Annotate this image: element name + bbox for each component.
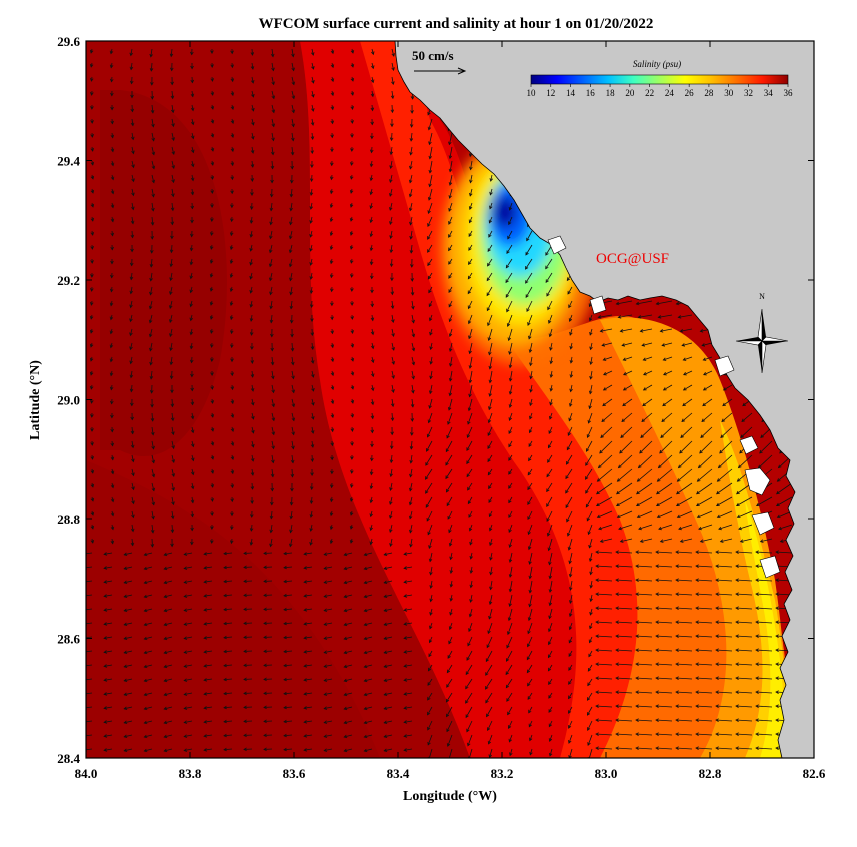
y-axis-label: Latitude (°N) [28, 360, 43, 440]
x-tick-label: 83.0 [595, 766, 618, 781]
colorbar-tick-label: 16 [586, 88, 596, 98]
colorbar-tick-label: 34 [764, 88, 774, 98]
colorbar-tick-label: 22 [645, 88, 654, 98]
colorbar-tick-label: 32 [744, 88, 753, 98]
y-tick-label: 29.2 [57, 273, 80, 288]
credit-label: OCG@USF [596, 251, 669, 267]
map-title: WFCOM surface current and salinity at ho… [259, 16, 654, 32]
colorbar-tick-label: 14 [566, 88, 576, 98]
colorbar-tick-label: 24 [665, 88, 675, 98]
y-tick-label: 28.6 [57, 632, 80, 647]
y-tick-label: 29.4 [57, 154, 80, 169]
y-tick-label: 28.8 [57, 512, 80, 527]
y-tick-label: 29.0 [57, 393, 80, 408]
vector-scale-label: 50 cm/s [412, 48, 454, 63]
x-tick-label: 82.6 [803, 766, 826, 781]
x-tick-label: 84.0 [75, 766, 98, 781]
colorbar-tick-label: 28 [704, 88, 714, 98]
colorbar-tick-label: 26 [685, 88, 695, 98]
x-tick-label: 82.8 [699, 766, 722, 781]
colorbar-tick-label: 10 [527, 88, 537, 98]
x-tick-label: 83.2 [491, 766, 514, 781]
x-tick-label: 83.8 [179, 766, 202, 781]
colorbar-title: Salinity (psu) [633, 59, 681, 69]
y-tick-label: 29.6 [57, 34, 80, 49]
salinity-field [84, 41, 814, 761]
colorbar-gradient [531, 75, 788, 84]
colorbar-tick-label: 12 [546, 88, 555, 98]
x-tick-label: 83.4 [387, 766, 410, 781]
colorbar-tick-label: 30 [724, 88, 734, 98]
colorbar-tick-label: 36 [784, 88, 794, 98]
colorbar-tick-label: 20 [625, 88, 635, 98]
colorbar-tick-label: 18 [606, 88, 616, 98]
x-tick-label: 83.6 [283, 766, 306, 781]
x-axis-label: Longitude (°W) [403, 789, 497, 804]
y-tick-label: 28.4 [57, 751, 80, 766]
compass-north-label: N [759, 292, 765, 301]
